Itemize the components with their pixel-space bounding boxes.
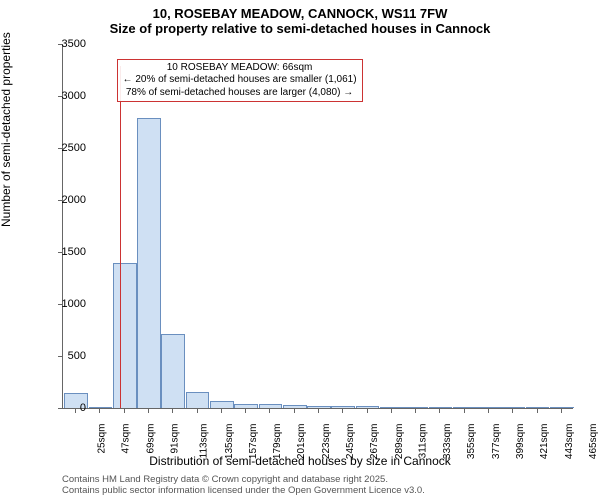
chart-title: 10, ROSEBAY MEADOW, CANNOCK, WS11 7FW <box>0 0 600 21</box>
y-tick-label: 3500 <box>46 38 86 50</box>
annotation-box: 10 ROSEBAY MEADOW: 66sqm← 20% of semi-de… <box>117 59 363 103</box>
x-tick-mark <box>197 408 198 413</box>
x-tick-mark <box>342 408 343 413</box>
annotation-line: 10 ROSEBAY MEADOW: 66sqm <box>123 62 357 75</box>
x-tick-label: 69sqm <box>145 424 156 454</box>
chart-container: 10, ROSEBAY MEADOW, CANNOCK, WS11 7FW Si… <box>0 0 600 500</box>
x-tick-mark <box>464 408 465 413</box>
x-tick-label: 25sqm <box>97 424 108 454</box>
histogram-bar <box>89 407 113 408</box>
y-tick-label: 500 <box>46 350 86 362</box>
x-tick-mark <box>148 408 149 413</box>
x-tick-mark <box>99 408 100 413</box>
marker-line <box>120 66 121 408</box>
x-tick-mark <box>269 408 270 413</box>
x-tick-mark <box>318 408 319 413</box>
x-tick-mark <box>561 408 562 413</box>
x-axis-label: Distribution of semi-detached houses by … <box>0 454 600 468</box>
histogram-bar <box>380 407 404 408</box>
x-tick-mark <box>221 408 222 413</box>
footer-line-2: Contains public sector information licen… <box>62 485 425 496</box>
x-tick-mark <box>537 408 538 413</box>
annotation-line: ← 20% of semi-detached houses are smalle… <box>123 74 357 87</box>
histogram-bar <box>113 263 137 408</box>
histogram-bar <box>283 405 307 408</box>
y-tick-label: 3000 <box>46 90 86 102</box>
y-tick-label: 1500 <box>46 246 86 258</box>
x-tick-label: 91sqm <box>170 424 181 454</box>
histogram-bar <box>210 401 234 408</box>
x-tick-label: 47sqm <box>121 424 132 454</box>
annotation-line: 78% of semi-detached houses are larger (… <box>123 87 357 100</box>
x-tick-mark <box>245 408 246 413</box>
x-tick-mark <box>367 408 368 413</box>
x-tick-mark <box>391 408 392 413</box>
histogram-bar <box>429 407 453 408</box>
x-tick-mark <box>415 408 416 413</box>
y-tick-label: 2000 <box>46 194 86 206</box>
y-axis-label: Number of semi-detached properties <box>0 32 13 227</box>
histogram-bar <box>137 118 161 408</box>
footer-line-1: Contains HM Land Registry data © Crown c… <box>62 474 425 485</box>
plot-area: 25sqm47sqm69sqm91sqm113sqm135sqm157sqm17… <box>62 44 573 409</box>
histogram-bar <box>186 392 210 408</box>
x-tick-mark <box>124 408 125 413</box>
x-tick-mark <box>172 408 173 413</box>
footer-attribution: Contains HM Land Registry data © Crown c… <box>62 474 425 497</box>
x-tick-mark <box>512 408 513 413</box>
y-tick-label: 2500 <box>46 142 86 154</box>
histogram-bar <box>526 407 550 408</box>
histogram-bar <box>161 334 185 408</box>
histogram-bar <box>356 406 380 408</box>
y-tick-label: 1000 <box>46 298 86 310</box>
histogram-bar <box>550 407 574 408</box>
x-tick-mark <box>294 408 295 413</box>
x-tick-mark <box>488 408 489 413</box>
x-tick-mark <box>439 408 440 413</box>
y-tick-label: 0 <box>46 402 86 414</box>
histogram-bar <box>453 407 477 408</box>
histogram-bar <box>259 404 283 408</box>
chart-subtitle: Size of property relative to semi-detach… <box>0 21 600 40</box>
